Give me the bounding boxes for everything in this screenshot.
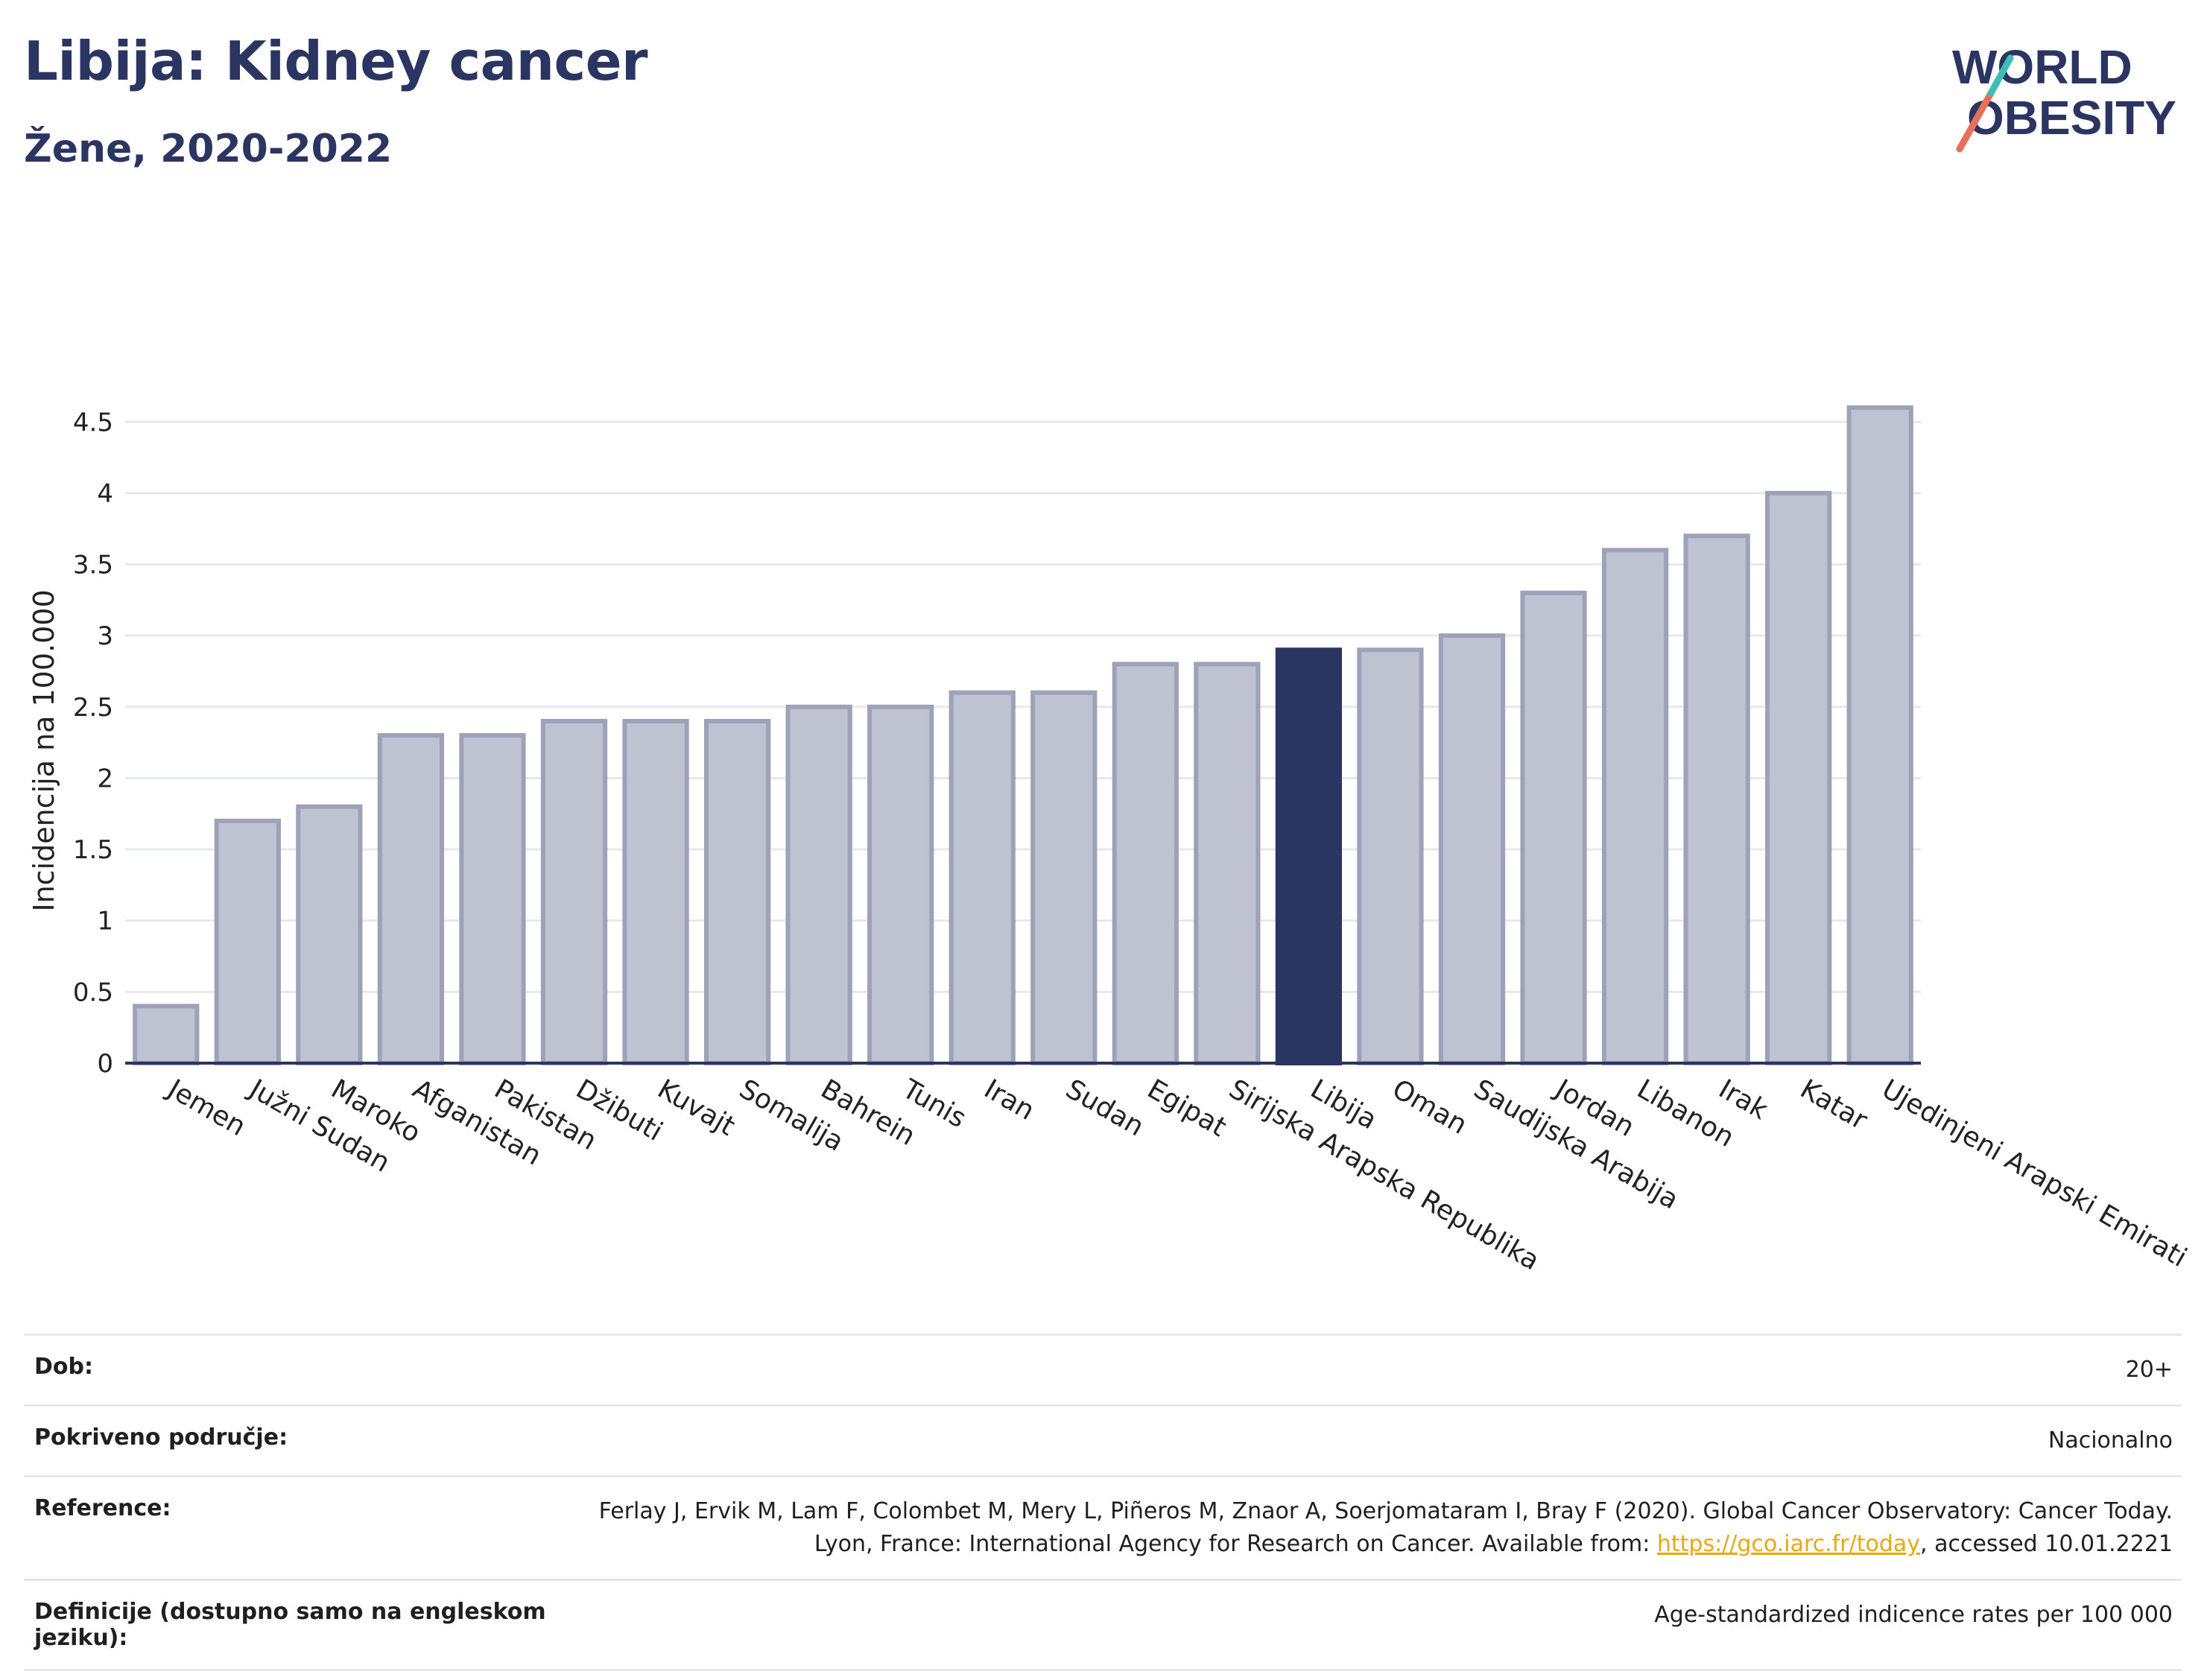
reference-link[interactable]: https://gco.iarc.fr/today — [1656, 1531, 1921, 1557]
bar — [1194, 662, 1261, 1065]
y-tick-label: 0.5 — [73, 977, 113, 1007]
bar — [1601, 548, 1669, 1066]
y-tick-label: 3 — [97, 621, 113, 651]
y-tick-label: 0 — [97, 1049, 113, 1079]
bar — [1846, 405, 1913, 1065]
x-tick-label: Oman — [1387, 1074, 1472, 1141]
bar — [1112, 662, 1179, 1065]
y-tick-label: 2.5 — [73, 693, 113, 723]
bar — [1520, 590, 1587, 1065]
bar — [1438, 633, 1506, 1065]
y-tick-label: 2 — [97, 764, 113, 793]
metadata-table: Dob: 20+ Pokriveno područje: Nacionalno … — [24, 1334, 2182, 1671]
page-title: Libija: Kidney cancer — [24, 30, 648, 92]
bar-highlighted — [1275, 647, 1343, 1065]
bar — [1357, 647, 1424, 1065]
bar — [949, 690, 1016, 1065]
bar — [459, 733, 526, 1065]
bar — [1683, 533, 1750, 1065]
meta-definition-value: Age-standardized indicence rates per 100… — [565, 1579, 2182, 1671]
meta-coverage-value: Nacionalno — [565, 1404, 2182, 1477]
bars — [133, 405, 1913, 1066]
bar — [622, 718, 689, 1065]
bar — [214, 818, 281, 1065]
reference-accessed: , accessed 10.01.2221 — [1920, 1531, 2173, 1557]
x-tick-label: Kuvajt — [653, 1074, 741, 1142]
meta-row-definition: Definicije (dostupno samo na engleskom j… — [24, 1579, 2182, 1671]
x-tick-label: Jemen — [162, 1073, 251, 1142]
meta-coverage-label: Pokriveno područje: — [24, 1404, 565, 1477]
meta-reference-value: Ferlay J, Ervik M, Lam F, Colombet M, Me… — [565, 1475, 2182, 1580]
x-tick-label: Egipat — [1142, 1074, 1232, 1143]
bar — [377, 733, 445, 1065]
page-subtitle: Žene, 2020-2022 — [24, 127, 393, 171]
x-tick-label: Ujedinjeni Arapski Emirati — [1877, 1074, 2192, 1273]
meta-row-age: Dob: 20+ — [24, 1334, 2182, 1406]
bar — [867, 704, 934, 1066]
logo-line-1: WORLD — [1952, 40, 2132, 94]
bar — [1030, 690, 1098, 1065]
logo-line-2: OBESITY — [1967, 91, 2176, 145]
y-tick-label: 1.5 — [73, 835, 113, 865]
reference-text: Ferlay J, Ervik M, Lam F, Colombet M, Me… — [598, 1498, 2173, 1557]
world-obesity-logo: WORLD OBESITY — [1952, 40, 2176, 153]
meta-age-value: 20+ — [565, 1334, 2182, 1406]
y-tick-labels: 0 0.5 1 1.5 2 2.5 3 3.5 4 4.5 — [73, 408, 113, 1079]
meta-row-reference: Reference: Ferlay J, Ervik M, Lam F, Col… — [24, 1475, 2182, 1580]
bar — [1765, 490, 1832, 1065]
bar — [540, 718, 608, 1065]
bar — [703, 718, 771, 1065]
meta-age-label: Dob: — [24, 1334, 565, 1406]
y-tick-label: 4.5 — [73, 408, 113, 437]
y-tick-label: 4 — [97, 479, 113, 509]
x-tick-label: Iran — [979, 1074, 1039, 1126]
meta-definition-label: Definicije (dostupno samo na engleskom j… — [24, 1579, 565, 1671]
bar — [785, 704, 852, 1066]
x-tick-label: Sudan — [1060, 1074, 1149, 1142]
bar — [296, 804, 363, 1066]
logo-slash-coral — [1956, 89, 1995, 153]
x-tick-label: Katar — [1795, 1074, 1872, 1136]
bar — [133, 1004, 200, 1066]
logo-slash-teal — [1987, 54, 2014, 97]
y-axis-label: Incidencija na 100.000 — [28, 589, 60, 911]
meta-reference-label: Reference: — [24, 1475, 565, 1580]
y-tick-label: 1 — [97, 907, 113, 936]
y-tick-label: 3.5 — [73, 551, 113, 580]
meta-row-coverage: Pokriveno područje: Nacionalno — [24, 1404, 2182, 1477]
